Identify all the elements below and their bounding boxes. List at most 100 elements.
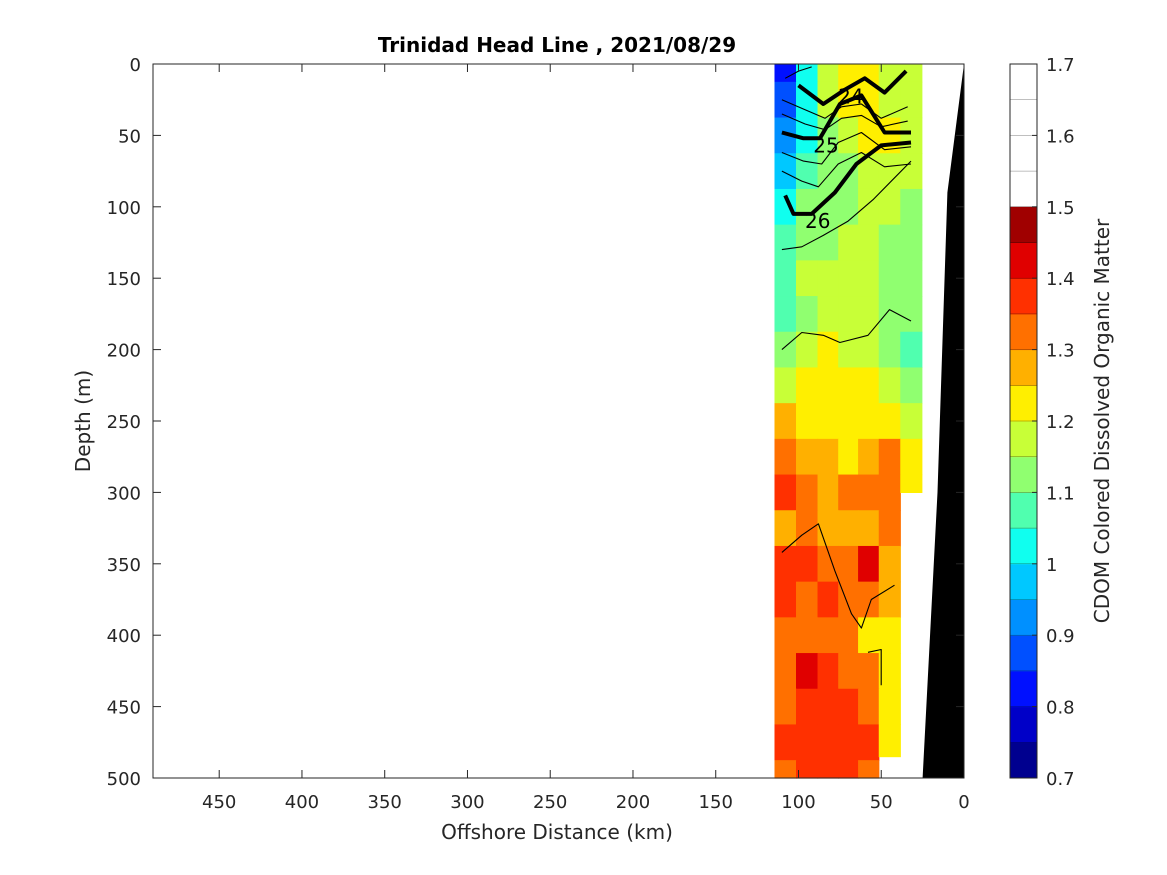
colorbar-tick-label: 1.7 (1046, 55, 1075, 76)
colorbar-tick-label: 1.4 (1046, 269, 1075, 290)
cdom-cell (878, 510, 901, 547)
cdom-cell (838, 724, 859, 761)
cdom-cell (878, 474, 901, 511)
cdom-cell (900, 296, 923, 333)
colorbar-tick-label: 1.1 (1046, 483, 1075, 504)
cdom-cell (774, 81, 797, 119)
density-contour-minor (781, 151, 912, 188)
density-contour-minor (781, 523, 895, 629)
cdom-cell (817, 617, 839, 654)
cdom-cell (796, 367, 819, 404)
cdom-cell (878, 545, 901, 583)
cdom-cell (817, 224, 839, 261)
y-tick-label: 500 (107, 769, 141, 790)
cdom-cell (838, 64, 859, 83)
y-tick-label: 100 (107, 198, 141, 219)
cdom-cell (900, 188, 923, 226)
cdom-cell (796, 260, 819, 297)
cdom-cell (858, 545, 880, 583)
cdom-cell (817, 510, 839, 547)
cdom-cell (858, 581, 880, 618)
contour-label: 25 (813, 133, 838, 157)
cdom-cell (774, 474, 797, 511)
cdom-cell (817, 688, 839, 726)
seafloor-shape (922, 64, 964, 778)
y-tick-label: 450 (107, 698, 141, 719)
density-contour-minor (781, 113, 908, 131)
cdom-cell (900, 438, 923, 476)
cdom-cell (796, 510, 819, 547)
x-tick-label: 100 (781, 792, 815, 813)
cdom-cell (858, 331, 880, 369)
density-contour-major (797, 69, 908, 106)
cdom-cell (774, 510, 797, 547)
colorbar-tick-label: 1.2 (1046, 412, 1075, 433)
colorbar-tick-label: 0.8 (1046, 698, 1075, 719)
cdom-cell (858, 224, 880, 261)
cdom-cell (900, 474, 923, 493)
cdom-cell (817, 64, 839, 83)
cdom-cell (878, 724, 901, 758)
cdom-cell (900, 64, 923, 83)
y-axis-label: Depth (m) (71, 370, 95, 472)
cdom-cell (774, 117, 797, 154)
y-tick-label: 300 (107, 483, 141, 504)
cdom-cell (774, 581, 797, 618)
cdom-cell (878, 688, 901, 726)
cdom-cell (774, 403, 797, 440)
cdom-cell (878, 153, 901, 190)
cdom-cell (838, 367, 859, 404)
cdom-cell (796, 581, 819, 618)
cdom-cell (774, 296, 797, 333)
cdom-cell (774, 545, 797, 583)
cdom-cell (817, 438, 839, 476)
colorbar-tick-label: 1.6 (1046, 126, 1075, 147)
colorbar-tick-label: 0.7 (1046, 769, 1075, 790)
y-tick-label: 200 (107, 341, 141, 362)
seafloor-bathymetry (922, 64, 964, 778)
y-tick-label: 400 (107, 626, 141, 647)
colorbar-swatch (1010, 206, 1037, 243)
cdom-cell (817, 188, 839, 226)
cdom-cell (838, 653, 859, 690)
cdom-cell (817, 260, 839, 297)
cdom-cell (796, 224, 819, 261)
cdom-cell (838, 117, 859, 154)
cdom-cell (817, 367, 839, 404)
colorbar-tick-label: 0.9 (1046, 626, 1075, 647)
colorbar-swatch (1010, 492, 1037, 529)
colorbar-swatch (1010, 278, 1037, 315)
cdom-cell (817, 545, 839, 583)
cdom-cell (878, 653, 901, 690)
cdom-cell (796, 545, 819, 583)
cdom-cell (878, 403, 901, 440)
x-axis-ticks: 450 400 350 300 250 200 150 100 50 0 (202, 64, 970, 813)
cdom-cell (838, 260, 859, 297)
cdom-cell (858, 296, 880, 333)
cdom-cell (774, 260, 797, 297)
x-tick-label: 150 (699, 792, 733, 813)
cdom-cell (838, 510, 859, 547)
colorbar-swatch (1010, 456, 1037, 493)
cdom-cell (878, 617, 901, 654)
cdom-cell (900, 224, 923, 261)
cdom-cell (858, 153, 880, 190)
cdom-cell (817, 760, 839, 779)
cdom-cell (774, 760, 797, 779)
colorbar-swatch (1010, 528, 1037, 565)
x-tick-label: 0 (958, 792, 969, 813)
colorbar-swatch (1010, 599, 1037, 636)
cdom-cell (858, 260, 880, 297)
cdom-cell (858, 688, 880, 726)
cdom-cell (900, 81, 923, 119)
cdom-cell (796, 617, 819, 654)
y-tick-label: 250 (107, 412, 141, 433)
x-tick-label: 350 (368, 792, 402, 813)
cdom-cell (838, 688, 859, 726)
cdom-cell (817, 117, 839, 154)
cdom-cell (796, 760, 819, 779)
density-contour-major (783, 140, 912, 216)
cdom-cell (817, 331, 839, 369)
cdom-cell (878, 438, 901, 476)
